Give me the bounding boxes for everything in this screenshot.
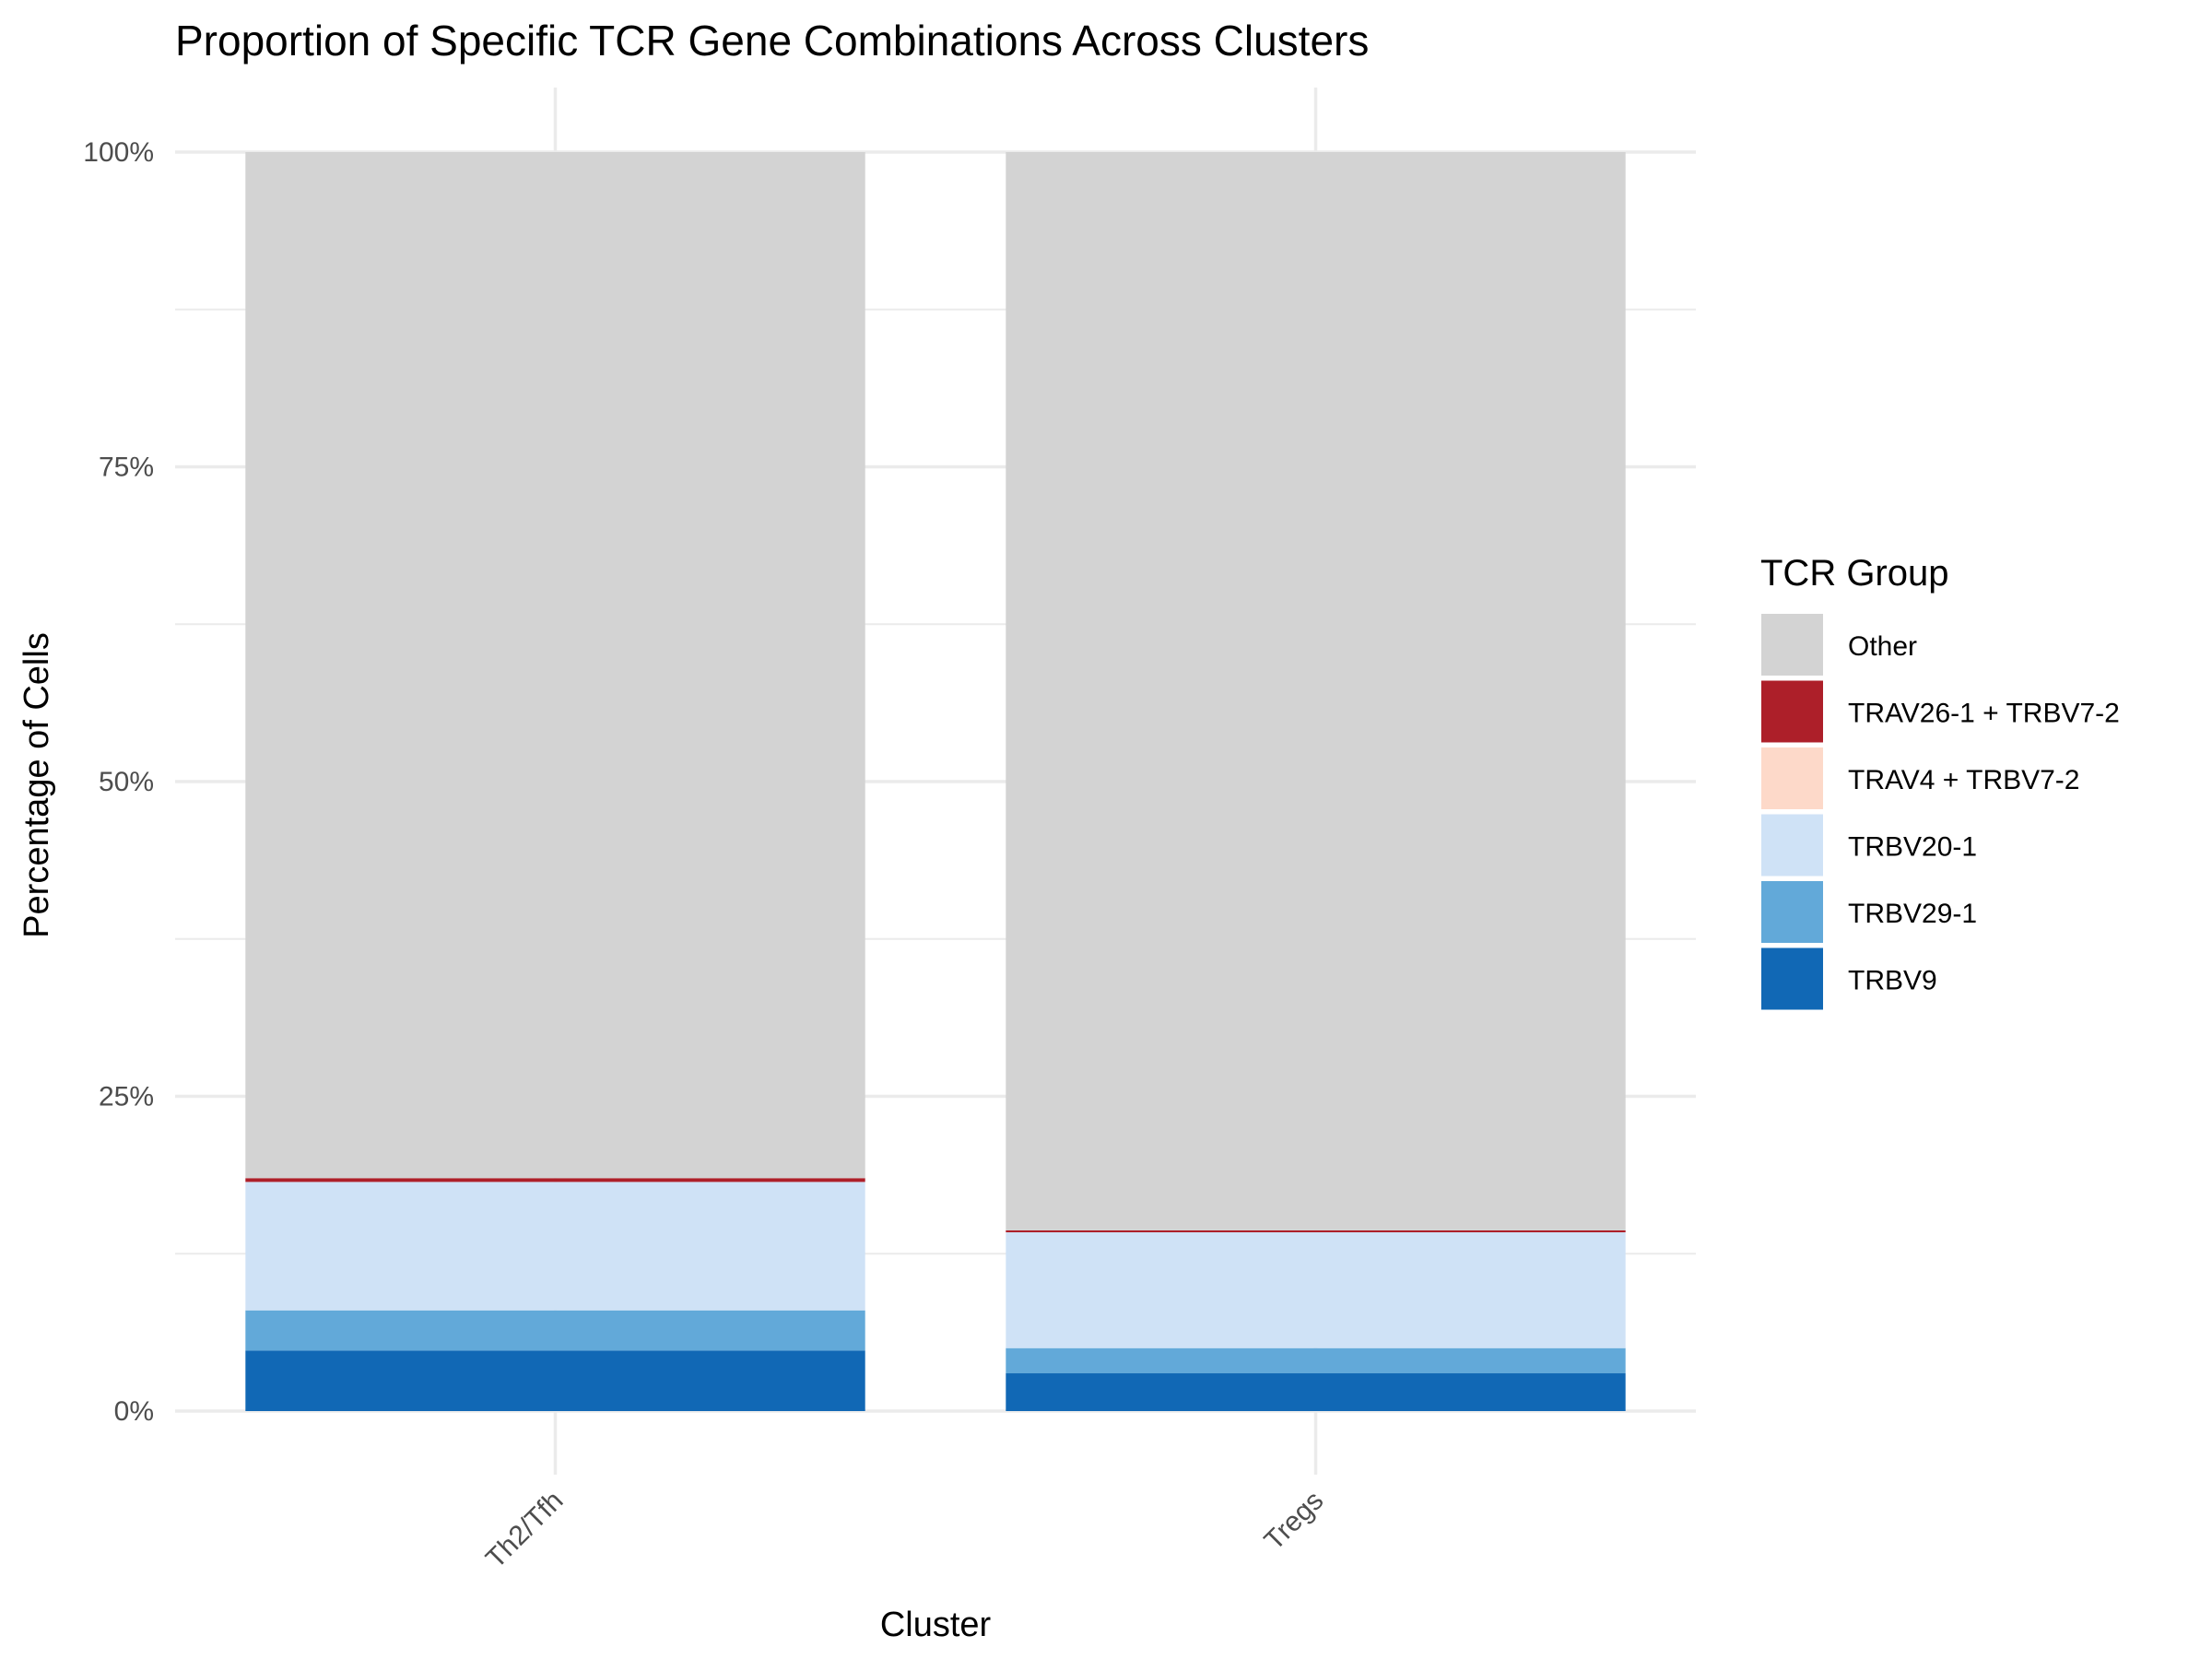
x-axis-title: Cluster (880, 1606, 992, 1644)
bars (245, 152, 1626, 1411)
legend-swatch-trbv9 (1761, 947, 1823, 1010)
legend-label-trbv29-1: TRBV29-1 (1848, 899, 1977, 929)
legend-swatch-trbv20-1 (1761, 814, 1823, 877)
legend-swatch-other (1761, 614, 1823, 676)
y-tick-label: 50% (99, 767, 154, 797)
legend-label-trav4-trbv7-2: TRAV4 + TRBV7-2 (1848, 765, 2079, 795)
bar-segment-tregs-other (1006, 152, 1626, 1230)
bar-segment-tregs-trbv9 (1006, 1373, 1626, 1411)
legend-label-trbv20-1: TRBV20-1 (1848, 832, 1977, 863)
y-tick-label: 25% (99, 1082, 154, 1112)
y-tick-label: 100% (83, 137, 154, 168)
legend-swatch-trav4-trbv7-2 (1761, 747, 1823, 809)
y-tick-label: 75% (99, 453, 154, 483)
x-axis-ticks: Th2/Tfh Tregs (480, 1486, 1329, 1574)
legend-title: TCR Group (1760, 553, 1949, 594)
bar-segment-th2-tfh-other (245, 152, 865, 1179)
y-axis-ticks: 0% 25% 50% 75% 100% (83, 137, 154, 1427)
bar-segment-tregs-trbv20-1 (1006, 1232, 1626, 1348)
bar-segment-th2-tfh-trav26-1-trbv7-2 (245, 1178, 865, 1182)
chart-title: Proportion of Specific TCR Gene Combinat… (175, 17, 1369, 65)
bar-segment-th2-tfh-trbv29-1 (245, 1310, 865, 1351)
legend-label-trbv9: TRBV9 (1848, 966, 1937, 996)
legend: TCR Group Other TRAV26-1 + TRBV7-2 TRAV4 +… (1760, 553, 2120, 1010)
bar-segment-tregs-trav26-1-trbv7-2 (1006, 1230, 1626, 1233)
y-tick-label: 0% (114, 1396, 154, 1427)
x-tick-label: Tregs (1259, 1486, 1330, 1557)
legend-swatch-trbv29-1 (1761, 881, 1823, 943)
legend-swatch-trav26-1-trbv7-2 (1761, 680, 1823, 743)
bar-segment-th2-tfh-trbv9 (245, 1350, 865, 1411)
bar-segment-tregs-trbv29-1 (1006, 1347, 1626, 1374)
legend-label-other: Other (1848, 631, 1917, 662)
x-tick-label: Th2/Tfh (480, 1486, 569, 1574)
y-axis-title: Percentage of Cells (18, 632, 56, 938)
legend-label-trav26-1-trbv7-2: TRAV26-1 + TRBV7-2 (1848, 699, 2120, 729)
bar-segment-th2-tfh-trbv20-1 (245, 1182, 865, 1311)
